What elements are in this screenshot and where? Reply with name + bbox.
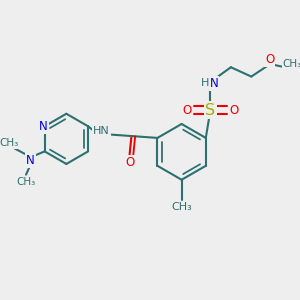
Text: O: O [265, 53, 274, 66]
Text: N: N [26, 154, 35, 167]
Text: CH₃: CH₃ [16, 177, 36, 187]
Text: O: O [183, 103, 192, 116]
Text: O: O [125, 156, 134, 169]
Text: H: H [201, 78, 209, 88]
Text: CH₃: CH₃ [283, 58, 300, 68]
Text: O: O [229, 103, 238, 116]
Text: CH₃: CH₃ [171, 202, 192, 212]
Text: CH₃: CH₃ [0, 138, 19, 148]
Text: N: N [39, 120, 48, 133]
Text: HN: HN [93, 126, 110, 136]
Text: S: S [206, 103, 215, 118]
Text: N: N [210, 76, 218, 90]
